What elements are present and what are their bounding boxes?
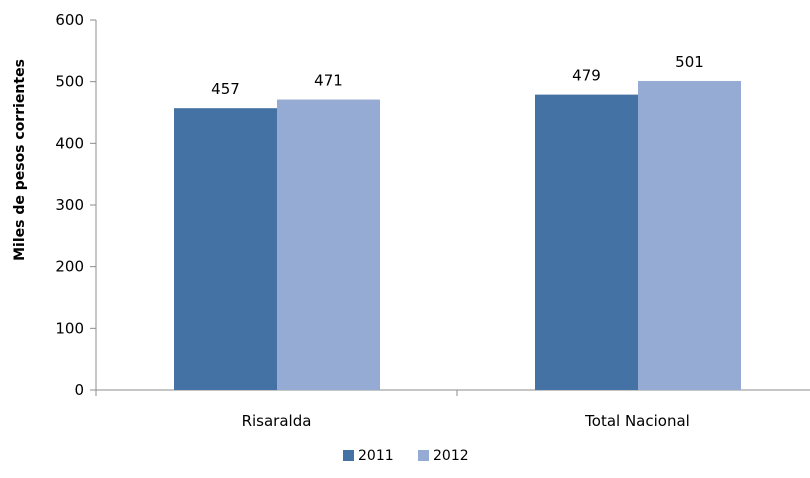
legend-swatch [418, 450, 429, 461]
x-tick-label: Total Nacional [584, 412, 690, 430]
y-tick-label: 400 [55, 134, 84, 152]
data-label: 457 [211, 80, 240, 98]
y-tick-label: 500 [55, 73, 84, 91]
data-labels: 457 479 471 501 [211, 53, 704, 98]
y-tick-label: 200 [55, 258, 84, 276]
x-axis: Risaralda Total Nacional [95, 389, 810, 430]
y-tick-label: 600 [55, 11, 84, 29]
bar [638, 81, 741, 391]
bar [277, 99, 380, 391]
bar [535, 94, 638, 390]
x-tick-label: Risaralda [242, 412, 312, 430]
bar [174, 108, 277, 390]
data-label: 501 [675, 53, 704, 71]
y-axis: 0 100 200 300 400 500 600 [55, 11, 97, 399]
data-label: 479 [572, 67, 601, 85]
legend-label: 2012 [433, 448, 469, 464]
y-tick-label: 300 [55, 196, 84, 214]
y-axis-label: Miles de pesos corrientes [12, 59, 28, 261]
legend-label: 2011 [358, 448, 394, 464]
data-label: 471 [314, 72, 343, 90]
y-tick-label: 100 [55, 319, 84, 337]
y-tick-label: 0 [74, 381, 84, 399]
bars [174, 81, 741, 391]
legend: 2011 2012 [343, 448, 469, 464]
legend-swatch [343, 450, 354, 461]
